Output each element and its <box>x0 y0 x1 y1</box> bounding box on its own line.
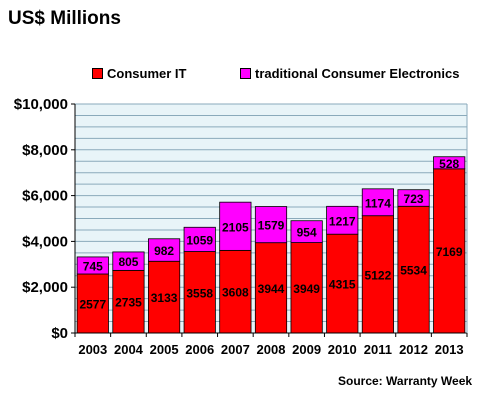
legend-swatch-consumer-it <box>92 68 103 79</box>
legend-label-consumer-it: Consumer IT <box>107 66 187 81</box>
data-label: 2577 <box>79 297 106 311</box>
data-label: 4315 <box>329 278 356 292</box>
data-label: 1579 <box>258 219 285 233</box>
x-tick-label: 2013 <box>435 342 464 357</box>
data-label: 528 <box>439 157 459 171</box>
bar-traditional-ce <box>397 189 430 207</box>
bar-traditional-ce <box>433 156 466 170</box>
x-tick-label: 2003 <box>78 342 107 357</box>
data-label: 805 <box>118 255 138 269</box>
data-label: 3133 <box>151 291 178 305</box>
x-tick-label: 2010 <box>328 342 357 357</box>
bar-consumer-it <box>254 242 288 334</box>
y-tick-label: $2,000 <box>22 279 68 296</box>
x-tick-label: 2009 <box>292 342 321 357</box>
data-label: 1059 <box>186 233 213 247</box>
y-tick-label: $10,000 <box>14 96 68 113</box>
data-label: 723 <box>404 192 424 206</box>
bar-traditional-ce <box>183 226 216 252</box>
data-label: 1174 <box>365 196 391 210</box>
bar-consumer-it <box>219 249 252 334</box>
y-tick-label: $4,000 <box>22 233 68 250</box>
data-label: 745 <box>83 259 103 273</box>
source-note: Source: Warranty Week <box>338 374 473 388</box>
chart-title: US$ Millions <box>8 8 121 29</box>
bar-traditional-ce <box>361 188 394 217</box>
data-label: 5534 <box>400 264 427 278</box>
bar-traditional-ce <box>76 256 109 275</box>
x-tick-label: 2012 <box>399 342 428 357</box>
bar-traditional-ce <box>148 238 181 262</box>
data-label: 2105 <box>222 220 249 234</box>
legend-swatch-traditional-ce <box>240 68 251 79</box>
data-label: 954 <box>297 226 317 240</box>
data-label: 3558 <box>186 286 213 300</box>
data-label: 982 <box>154 244 174 258</box>
y-tick-label: $0 <box>51 325 68 342</box>
data-label: 3949 <box>293 282 320 296</box>
x-tick-label: 2005 <box>150 342 179 357</box>
legend-item-consumer-it: Consumer IT <box>92 66 186 81</box>
legend-label-traditional-ce: traditional Consumer Electronics <box>255 66 460 81</box>
x-tick-label: 2011 <box>364 342 392 357</box>
data-label: 3944 <box>258 282 285 296</box>
data-label: 5122 <box>365 268 392 282</box>
bar-consumer-it <box>433 168 466 334</box>
data-label: 7169 <box>436 245 463 259</box>
y-tick-label: $6,000 <box>22 188 68 205</box>
bar-consumer-it <box>183 251 216 334</box>
x-tick-label: 2004 <box>114 342 144 357</box>
x-tick-label: 2008 <box>257 342 286 357</box>
y-tick-label: $8,000 <box>22 142 68 159</box>
legend-item-traditional-ce: traditional Consumer Electronics <box>240 66 459 81</box>
bar-traditional-ce <box>219 201 252 251</box>
bar-traditional-ce <box>254 206 288 244</box>
bar-traditional-ce <box>112 251 145 271</box>
bar-consumer-it <box>148 260 181 334</box>
data-label: 1217 <box>329 214 356 228</box>
bar-consumer-it <box>112 269 145 334</box>
x-tick-label: 2007 <box>221 342 250 357</box>
x-tick-label: 2006 <box>185 342 214 357</box>
bar-traditional-ce <box>290 220 323 243</box>
data-label: 3608 <box>222 286 249 300</box>
data-label: 2735 <box>115 296 142 310</box>
bar-traditional-ce <box>326 205 359 235</box>
